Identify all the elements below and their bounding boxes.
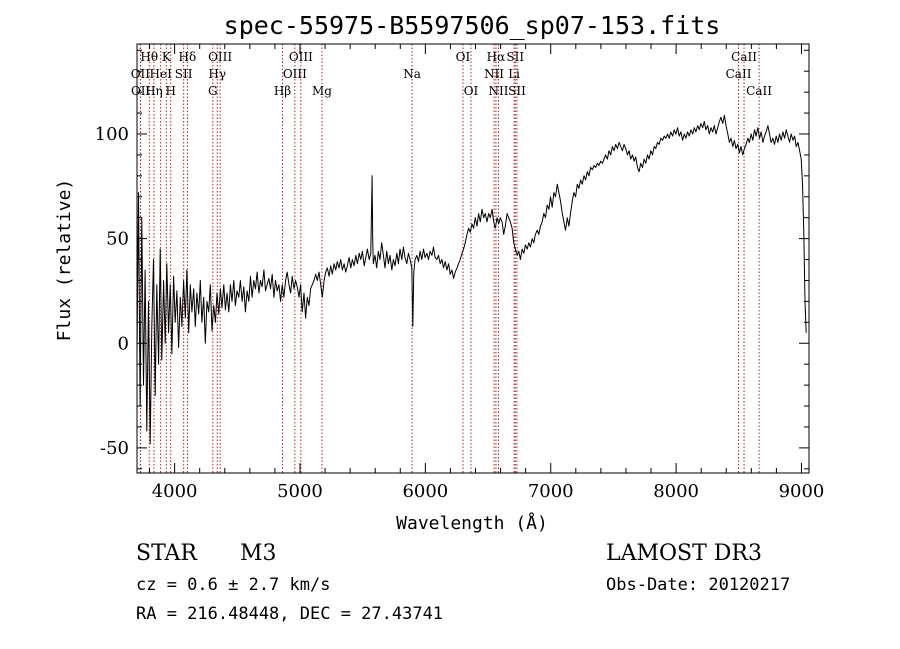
- line-marker-label: SII: [175, 67, 193, 81]
- line-marker-label: CaII: [731, 50, 757, 64]
- x-tick-label: 4000: [152, 481, 198, 502]
- chart-title: spec-55975-B5597506_sp07-153.fits: [224, 11, 721, 40]
- x-axis-ticks: 4000 5000 6000 7000 8000 9000: [149, 44, 825, 502]
- line-marker-label: Hδ: [179, 50, 197, 64]
- line-marker-label: H: [165, 84, 175, 98]
- line-marker-label: CaII: [726, 67, 752, 81]
- object-class: STAR: [136, 541, 198, 566]
- x-tick-label: 9000: [779, 481, 825, 502]
- redshift-cz: cz = 0.6 ± 2.7 km/s: [136, 575, 330, 595]
- line-marker-label: OII: [131, 67, 151, 81]
- line-marker-label: HeI: [150, 67, 173, 81]
- line-marker-label: OI: [456, 50, 471, 64]
- line-marker-label: OIII: [208, 50, 232, 64]
- line-marker-label: OII: [131, 84, 151, 98]
- y-axis-ticks: -50 0 50 100: [95, 49, 809, 470]
- line-marker-label: NII: [488, 84, 508, 98]
- survey-name: LAMOST DR3: [606, 541, 762, 566]
- line-marker-label: Hγ: [208, 67, 226, 81]
- x-axis-label: Wavelength (Å): [396, 512, 548, 534]
- spectral-line-markers: [139, 44, 760, 473]
- y-tick-label: 100: [95, 124, 129, 145]
- line-marker-label: Hη: [145, 84, 163, 98]
- line-marker-label: NII: [484, 67, 504, 81]
- x-tick-label: 7000: [528, 481, 574, 502]
- observation-date: Obs-Date: 20120217: [606, 575, 790, 595]
- x-tick-label: 5000: [277, 481, 323, 502]
- line-marker-label: OIII: [289, 50, 313, 64]
- line-marker-label: Hβ: [274, 84, 291, 98]
- spectrum-line: [136, 114, 807, 445]
- line-marker-label: Li: [508, 67, 520, 81]
- x-tick-label: 8000: [653, 481, 699, 502]
- y-tick-label: 50: [106, 229, 129, 250]
- y-tick-label: -50: [100, 438, 129, 459]
- line-marker-label: Na: [403, 67, 421, 81]
- line-marker-label: SII: [508, 84, 526, 98]
- y-tick-label: 0: [118, 333, 129, 354]
- line-marker-label: OIII: [283, 67, 307, 81]
- line-marker-label: Mg: [312, 84, 332, 98]
- ra-dec-coordinates: RA = 216.48448, DEC = 27.43741: [136, 604, 443, 624]
- spectrum-series: [136, 114, 807, 445]
- line-marker-label: K: [162, 50, 172, 64]
- object-subclass: M3: [240, 541, 277, 566]
- x-tick-label: 6000: [402, 481, 448, 502]
- line-marker-label: Hθ: [140, 50, 158, 64]
- line-marker-label: G: [208, 84, 218, 98]
- line-marker-label: OI: [464, 84, 479, 98]
- line-marker-label: Hα: [487, 50, 506, 64]
- y-axis-label: Flux (relative): [54, 179, 75, 342]
- line-marker-label: SII: [506, 50, 524, 64]
- plot-frame: [136, 43, 810, 474]
- line-marker-label: CaII: [746, 84, 772, 98]
